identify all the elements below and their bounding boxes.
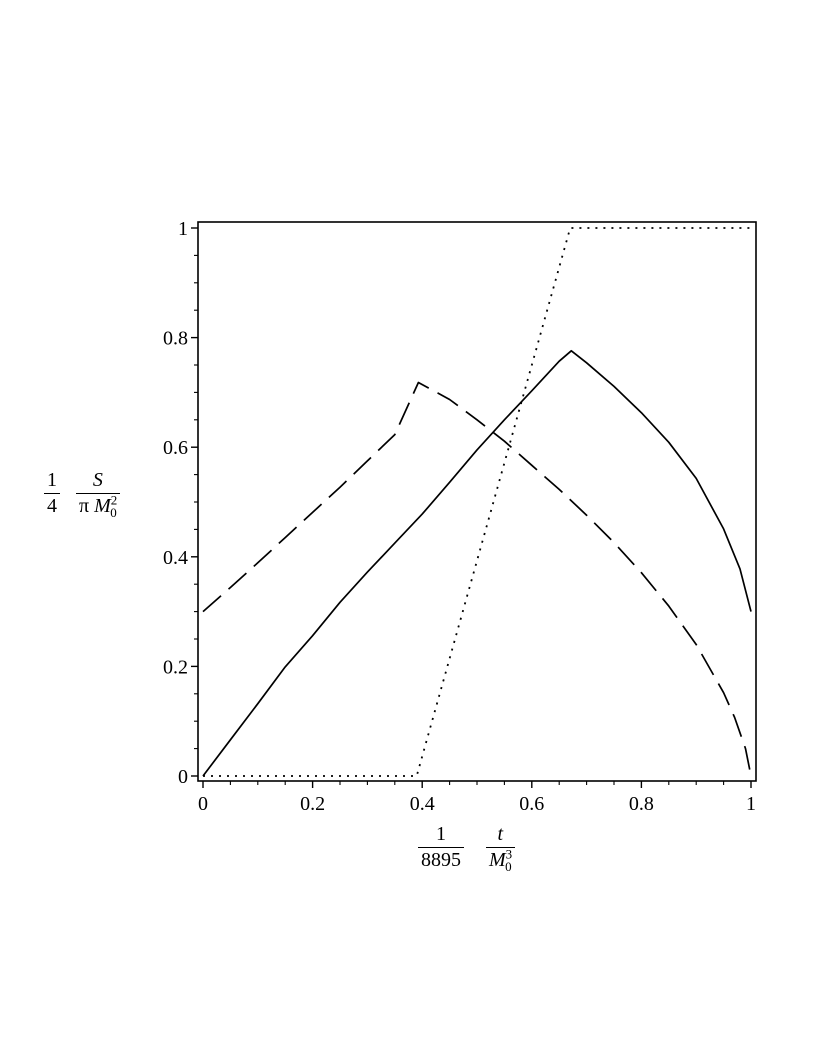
x-tick-label-1: 0.2 xyxy=(300,793,325,815)
y-tick-label-5: 1 xyxy=(178,218,188,240)
y-tick-label-3: 0.6 xyxy=(163,437,188,459)
ylabel-coef-den: 4 xyxy=(47,495,57,517)
ylabel-fraction: S π M20 xyxy=(76,469,120,520)
series-lines xyxy=(202,227,752,777)
xlabel-fraction: t M30 xyxy=(486,823,515,874)
ylabel-den: π M20 xyxy=(76,493,120,520)
ylabel-den-sub: 0 xyxy=(110,505,117,520)
ylabel-den-sup: 2 xyxy=(110,492,118,508)
axis-ticks: 0 0.2 0.4 0.6 0.8 1 0 0.2 0.4 0.6 0.8 1 xyxy=(163,218,756,815)
ylabel-den-pi: π xyxy=(79,495,90,517)
ylabel-coefficient: 1 4 xyxy=(44,470,60,517)
ylabel-coef-num: 1 xyxy=(47,469,57,491)
series-dotted-line xyxy=(203,227,751,777)
x-tick-label-3: 0.6 xyxy=(519,793,544,815)
plot-frame xyxy=(197,221,757,782)
y-tick-label-1: 0.2 xyxy=(163,656,188,678)
series-solid-line xyxy=(202,349,752,777)
series-dashed-line xyxy=(202,381,752,777)
y-tick-label-2: 0.4 xyxy=(163,547,188,569)
xlabel-den-sub: 0 xyxy=(505,859,512,874)
ylabel-den-var: M xyxy=(94,495,111,517)
xlabel-den: M30 xyxy=(486,847,515,874)
y-tick-label-0: 0 xyxy=(178,766,188,788)
x-tick-label-4: 0.8 xyxy=(629,793,654,815)
x-tick-label-2: 0.4 xyxy=(410,793,435,815)
x-tick-label-0: 0 xyxy=(198,793,208,815)
y-tick-label-4: 0.8 xyxy=(163,328,188,350)
xlabel-num: t xyxy=(497,823,504,845)
xlabel-den-sup: 3 xyxy=(505,846,513,862)
ylabel-num: S xyxy=(92,469,103,491)
xlabel-coef-num: 1 xyxy=(436,823,446,845)
xlabel-coef-den: 8895 xyxy=(421,849,461,871)
xlabel-coefficient: 1 8895 xyxy=(418,824,464,871)
xlabel-den-var: M xyxy=(489,849,506,871)
x-tick-label-5: 1 xyxy=(746,793,756,815)
